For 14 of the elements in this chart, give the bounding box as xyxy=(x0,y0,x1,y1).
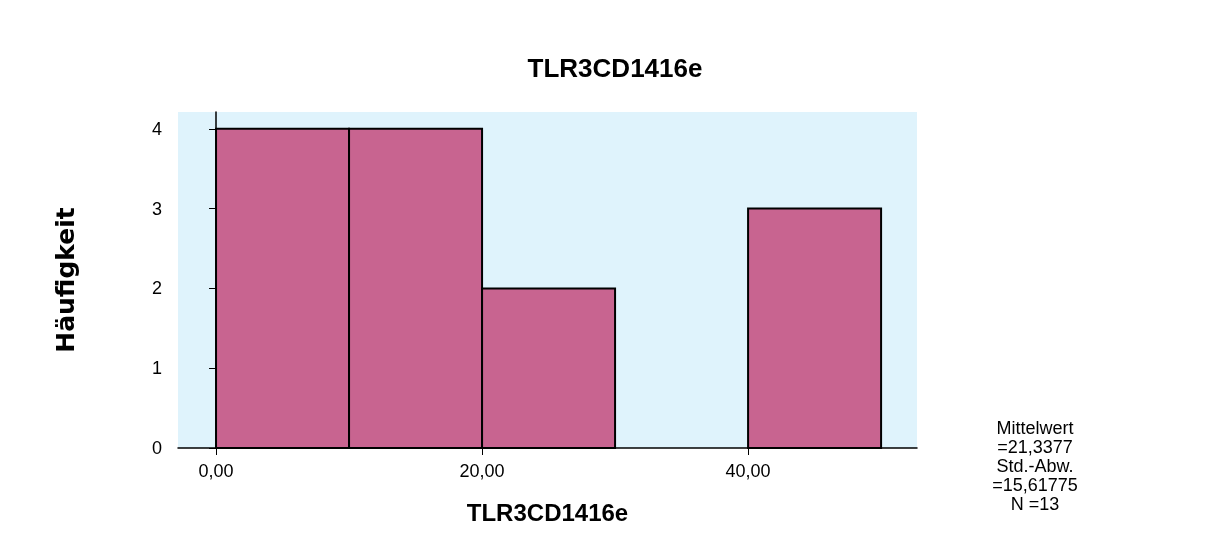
text: N =13 xyxy=(1010,493,1060,514)
y-tick-label: 3 xyxy=(151,198,162,219)
y-axis-title: Häufigkeit xyxy=(51,207,80,353)
text: Mittelwert =21,3377 xyxy=(996,417,1074,457)
x-axis-title: TLR3CD1416e xyxy=(466,498,629,526)
text: Std.-Abw. =15,61775 xyxy=(992,455,1078,495)
chart-title: TLR3CD1416e xyxy=(527,53,703,83)
x-tick-label: 20,00 xyxy=(459,461,505,481)
y-tick-label: 4 xyxy=(151,118,162,139)
y-tick-label: 1 xyxy=(151,358,162,379)
y-tick-label: 2 xyxy=(151,278,162,299)
y-tick-label: 0 xyxy=(151,438,162,458)
x-tick-label: 0,00 xyxy=(198,461,234,481)
x-tick-label: 40,00 xyxy=(725,461,771,481)
